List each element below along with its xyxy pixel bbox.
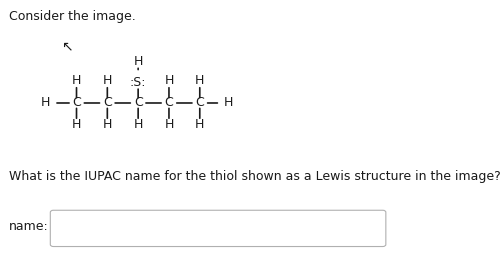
Text: H: H: [102, 119, 112, 132]
Text: H: H: [224, 96, 234, 109]
Text: C: C: [164, 96, 173, 109]
Text: H: H: [164, 119, 173, 132]
Text: What is the IUPAC name for the thiol shown as a Lewis structure in the image?: What is the IUPAC name for the thiol sho…: [9, 170, 500, 183]
Text: H: H: [195, 119, 204, 132]
Text: C: C: [134, 96, 142, 109]
Text: H: H: [195, 75, 204, 88]
Text: H: H: [72, 75, 81, 88]
Text: H: H: [72, 119, 81, 132]
Text: C: C: [196, 96, 204, 109]
Text: Consider the image.: Consider the image.: [9, 10, 136, 23]
Text: ↖: ↖: [61, 40, 72, 53]
Text: H: H: [134, 55, 143, 68]
Text: H: H: [134, 119, 143, 132]
Text: H: H: [164, 75, 173, 88]
Text: H: H: [41, 96, 50, 109]
Text: :S:: :S:: [130, 76, 146, 89]
Text: C: C: [103, 96, 112, 109]
Text: C: C: [72, 96, 81, 109]
Text: H: H: [102, 75, 112, 88]
FancyBboxPatch shape: [50, 210, 386, 246]
Text: name:: name:: [9, 220, 49, 233]
